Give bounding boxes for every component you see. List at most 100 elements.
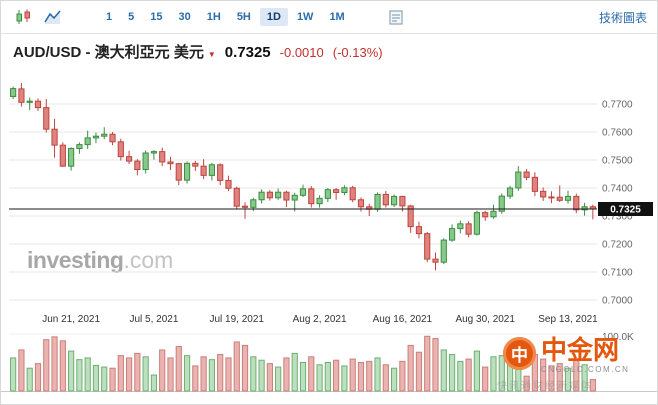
candle-body bbox=[490, 210, 497, 218]
price-down-arrow-icon: ▼ bbox=[207, 50, 216, 59]
timeframe-button-5[interactable]: 5 bbox=[128, 11, 135, 23]
candle-body bbox=[175, 163, 182, 181]
volume-axis-label: 100.0K bbox=[602, 332, 634, 343]
timeframe-group: 1 5 15 30 1H 5H 1D 1W 1M bbox=[99, 8, 352, 26]
volume-bar bbox=[374, 357, 381, 392]
cngold-tagline-watermark: 快讯通财经新媒体 bbox=[497, 381, 593, 392]
volume-bar bbox=[183, 355, 191, 392]
candle-body bbox=[399, 195, 406, 207]
volume-bar bbox=[101, 366, 108, 392]
y-axis-label: 0.7700 bbox=[602, 100, 633, 111]
candle-body bbox=[92, 135, 100, 139]
volume-bar bbox=[51, 336, 58, 392]
candle-body bbox=[68, 148, 75, 167]
candle-body bbox=[374, 193, 381, 210]
timeframe-button-1h[interactable]: 1H bbox=[206, 11, 221, 23]
volume-bar bbox=[308, 356, 315, 392]
volume-bar bbox=[225, 357, 232, 392]
candle-body bbox=[266, 191, 273, 199]
volume-bar bbox=[109, 367, 116, 392]
price-change: -0.0010 bbox=[279, 45, 324, 60]
candle-body bbox=[515, 171, 522, 189]
cngold-logo: 中 中金网 CNGOLD.COM.CN 快讯通财经新媒体 bbox=[497, 336, 629, 392]
timeframe-button-30[interactable]: 30 bbox=[178, 11, 191, 23]
timeframe-button-5h[interactable]: 5H bbox=[236, 11, 251, 23]
volume-bar bbox=[349, 358, 356, 392]
indicators-panel-button[interactable] bbox=[384, 6, 408, 28]
volume-bar bbox=[192, 365, 199, 392]
candle-body bbox=[333, 189, 340, 193]
volume-bar bbox=[316, 364, 323, 392]
investing-watermark-suffix: .com bbox=[123, 247, 174, 273]
volume-bar bbox=[564, 367, 572, 392]
timeframe-button-15[interactable]: 15 bbox=[150, 11, 163, 23]
candle-body bbox=[18, 88, 25, 103]
candle-body bbox=[84, 137, 91, 146]
volume-bar bbox=[573, 359, 580, 392]
date-label: Aug 16, 2021 bbox=[373, 314, 433, 325]
toolbar: 1 5 15 30 1H 5H 1D 1W 1M 技術圖表 bbox=[1, 1, 657, 34]
cngold-logo-symbol: 中 bbox=[511, 346, 528, 365]
volume-bar bbox=[150, 374, 158, 392]
date-label: Aug 2, 2021 bbox=[293, 314, 347, 325]
volume-bar bbox=[208, 359, 216, 392]
volume-bar bbox=[548, 365, 555, 392]
candle-body bbox=[564, 195, 572, 201]
volume-bar bbox=[258, 359, 265, 392]
y-axis-label: 0.7200 bbox=[602, 240, 633, 251]
candle-body bbox=[506, 187, 514, 197]
candle-body bbox=[390, 195, 398, 206]
timeframe-button-1[interactable]: 1 bbox=[106, 11, 113, 23]
volume-bar bbox=[498, 355, 505, 392]
candle-body bbox=[357, 199, 365, 208]
volume-bar bbox=[399, 360, 406, 392]
volume-bar bbox=[589, 379, 596, 392]
candle-body bbox=[225, 179, 232, 189]
date-label: Jun 21, 2021 bbox=[42, 314, 100, 325]
candle-body bbox=[117, 141, 124, 158]
timeframe-button-1d[interactable]: 1D bbox=[259, 8, 288, 26]
volume-bar bbox=[324, 362, 331, 392]
y-axis-label: 0.7600 bbox=[602, 128, 633, 139]
candle-body bbox=[415, 226, 423, 235]
volume-bar bbox=[540, 358, 547, 392]
candle-body bbox=[192, 162, 199, 167]
candle-body bbox=[208, 164, 216, 176]
timeframe-button-1m[interactable]: 1M bbox=[329, 11, 345, 23]
candle-body bbox=[59, 144, 66, 167]
candle-body bbox=[258, 191, 265, 201]
candle-body bbox=[448, 228, 456, 241]
volume-bar bbox=[159, 349, 166, 392]
volume-bar bbox=[341, 365, 348, 392]
candle-body bbox=[150, 151, 158, 154]
candle-body bbox=[341, 187, 348, 193]
volume-bar bbox=[117, 355, 124, 392]
volume-bar bbox=[217, 354, 224, 392]
volume-bar bbox=[424, 335, 431, 392]
candle-body bbox=[473, 212, 481, 235]
candle-body bbox=[34, 100, 42, 109]
volume-bar bbox=[333, 359, 340, 392]
volume-bar bbox=[43, 339, 50, 392]
volume-bar bbox=[283, 357, 290, 392]
candle-body bbox=[125, 156, 133, 162]
candlestick-view-button[interactable] bbox=[11, 6, 35, 28]
price-change-percent: (-0.13%) bbox=[332, 45, 383, 60]
line-view-button[interactable] bbox=[41, 6, 65, 28]
pair-title: AUD/USD - 澳大利亞元 美元 bbox=[13, 44, 204, 61]
timeframe-button-1w[interactable]: 1W bbox=[296, 11, 314, 23]
candle-body bbox=[316, 197, 323, 205]
candle-body bbox=[241, 205, 249, 208]
last-price: 0.7325 bbox=[224, 44, 271, 61]
price-badge-label: 0.7325 bbox=[610, 205, 641, 216]
volume-bar bbox=[291, 352, 298, 392]
volume-bar bbox=[167, 357, 174, 392]
candle-body bbox=[324, 189, 331, 199]
candle-body bbox=[51, 128, 58, 146]
volume-bar bbox=[134, 352, 141, 392]
candle-body bbox=[432, 258, 439, 263]
candle-body bbox=[498, 195, 505, 212]
technical-chart-link[interactable]: 技術圖表 bbox=[598, 10, 647, 25]
